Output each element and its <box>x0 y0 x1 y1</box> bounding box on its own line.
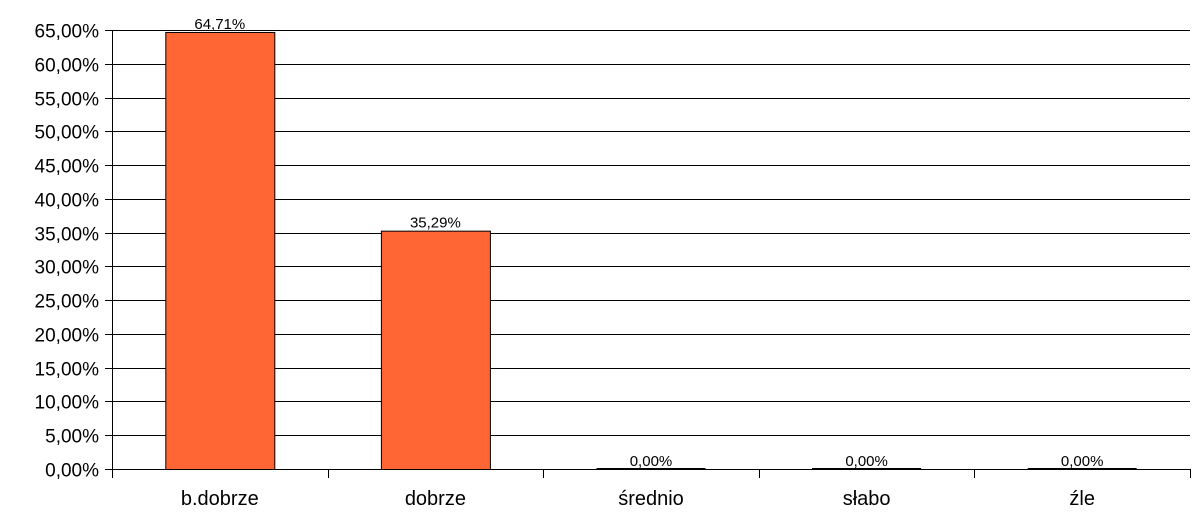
y-tick-label: 10,00% <box>35 393 100 414</box>
y-tick-label: 30,00% <box>35 258 100 279</box>
y-tick-label: 40,00% <box>35 191 100 212</box>
data-label: 64,71% <box>194 16 245 33</box>
data-label: 0,00% <box>1061 453 1104 470</box>
x-tick-label: b.dobrze <box>181 488 259 510</box>
y-tick-label: 0,00% <box>45 461 99 482</box>
data-labels: 64,71% 35,29% 0,00% 0,00% 0,00% <box>194 16 1103 470</box>
y-tick-label: 55,00% <box>35 90 100 111</box>
y-tick-label: 50,00% <box>35 123 100 144</box>
x-tick-labels: b.dobrze dobrze średnio słabo źle <box>181 488 1095 510</box>
data-label: 35,29% <box>410 215 461 232</box>
y-tick-label: 20,00% <box>35 326 100 347</box>
bar <box>380 230 491 470</box>
bars <box>165 31 1137 470</box>
axes <box>105 30 1191 478</box>
data-label: 0,00% <box>845 453 888 470</box>
y-tick-label: 65,00% <box>35 22 100 43</box>
y-tick-label: 15,00% <box>35 360 100 381</box>
y-tick-label: 35,00% <box>35 225 100 246</box>
y-tick-label: 45,00% <box>35 157 100 178</box>
data-label: 0,00% <box>630 453 673 470</box>
bar <box>165 31 276 470</box>
y-tick-label: 25,00% <box>35 292 100 313</box>
x-tick-label: dobrze <box>405 488 466 510</box>
x-tick-label: słabo <box>843 488 891 510</box>
y-tick-labels: 0,00% 5,00% 10,00% 15,00% 20,00% 25,00% 30,00%… <box>35 22 100 482</box>
y-tick-label: 5,00% <box>45 427 99 448</box>
y-tick-label: 60,00% <box>35 56 100 77</box>
x-tick-label: źle <box>1069 488 1095 510</box>
gridlines <box>112 30 1190 436</box>
x-tick-label: średnio <box>618 488 684 510</box>
